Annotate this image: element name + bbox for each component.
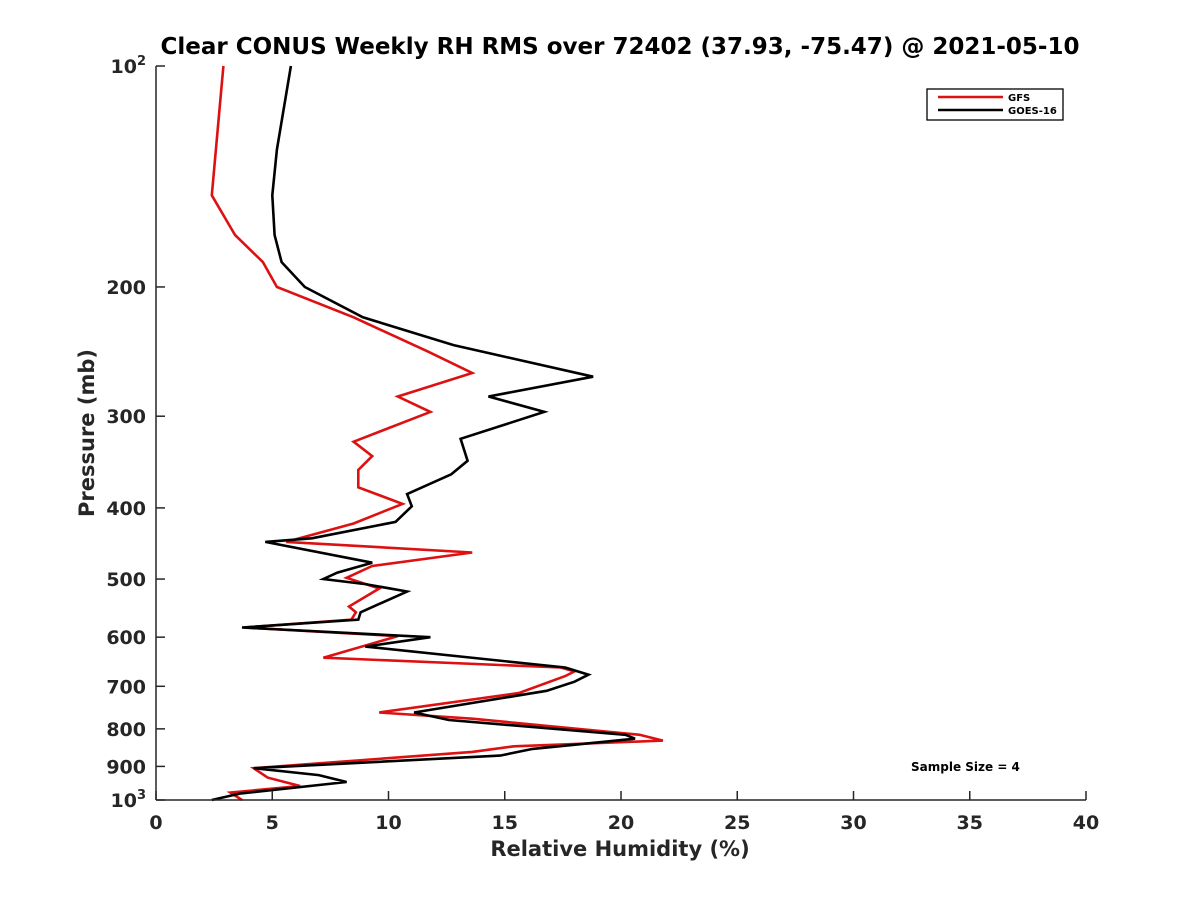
x-tick-label: 25 [724, 812, 750, 834]
x-tick-label: 10 [375, 812, 401, 834]
y-tick-label: 500 [106, 569, 146, 591]
x-tick-label: 20 [608, 812, 634, 834]
y-tick-label: 400 [106, 498, 146, 520]
y-tick-label: 700 [106, 676, 146, 698]
x-tick-label: 5 [266, 812, 279, 834]
x-tick-label: 0 [149, 812, 162, 834]
y-tick-base: 10 [111, 790, 137, 812]
x-tick-label: 30 [840, 812, 866, 834]
legend-box [926, 88, 1064, 121]
legend: GFS GOES-16 [926, 88, 1064, 121]
y-tick-label: 103 [111, 788, 147, 812]
x-tick-label: 15 [492, 812, 518, 834]
y-tick-base: 10 [111, 56, 137, 78]
y-tick-label: 800 [106, 719, 146, 741]
sample-size-annotation: Sample Size = 4 [911, 760, 1020, 774]
y-tick-label: 600 [106, 627, 146, 649]
series-line-goes16 [211, 65, 636, 802]
y-tick-label: 300 [106, 406, 146, 428]
y-axis-label: Pressure (mb) [75, 349, 99, 517]
x-tick-label: 35 [957, 812, 983, 834]
y-tick-exponent: 2 [137, 54, 146, 69]
y-tick-label: 900 [106, 756, 146, 778]
y-tick-label: 200 [106, 277, 146, 299]
x-tick-label: 40 [1073, 812, 1099, 834]
legend-label-gfs: GFS [1008, 93, 1030, 104]
y-tick-label: 102 [111, 54, 147, 78]
ticks-layer: 0 5 10 15 20 25 30 35 40102200300400500600700800… [106, 54, 1099, 834]
series-line-gfs [210, 65, 664, 802]
chart-title: Clear CONUS Weekly RH RMS over 72402 (37… [161, 34, 1080, 60]
legend-label-goes16: GOES-16 [1008, 106, 1057, 117]
x-axis-label: Relative Humidity (%) [490, 837, 749, 861]
y-tick-exponent: 3 [137, 788, 146, 803]
series-layer [210, 65, 664, 802]
